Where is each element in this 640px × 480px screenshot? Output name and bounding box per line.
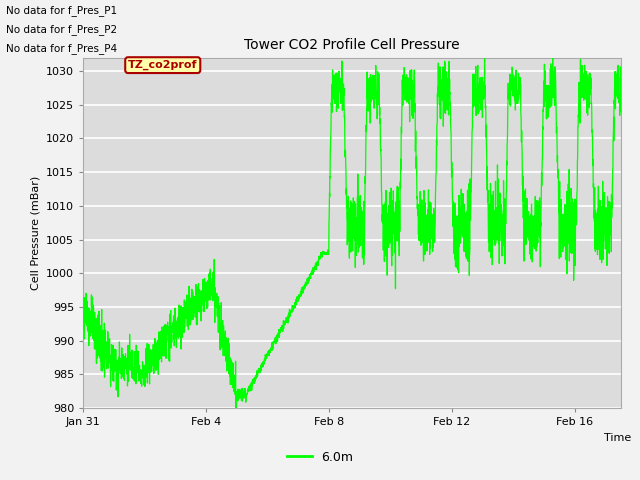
Y-axis label: Cell Pressure (mBar): Cell Pressure (mBar) xyxy=(31,176,40,290)
Text: TZ_co2prof: TZ_co2prof xyxy=(128,60,198,70)
Title: Tower CO2 Profile Cell Pressure: Tower CO2 Profile Cell Pressure xyxy=(244,38,460,52)
Text: No data for f_Pres_P2: No data for f_Pres_P2 xyxy=(6,24,118,35)
X-axis label: Time: Time xyxy=(604,432,632,443)
Text: No data for f_Pres_P4: No data for f_Pres_P4 xyxy=(6,43,118,54)
Legend: 6.0m: 6.0m xyxy=(282,446,358,469)
Text: No data for f_Pres_P1: No data for f_Pres_P1 xyxy=(6,5,118,16)
